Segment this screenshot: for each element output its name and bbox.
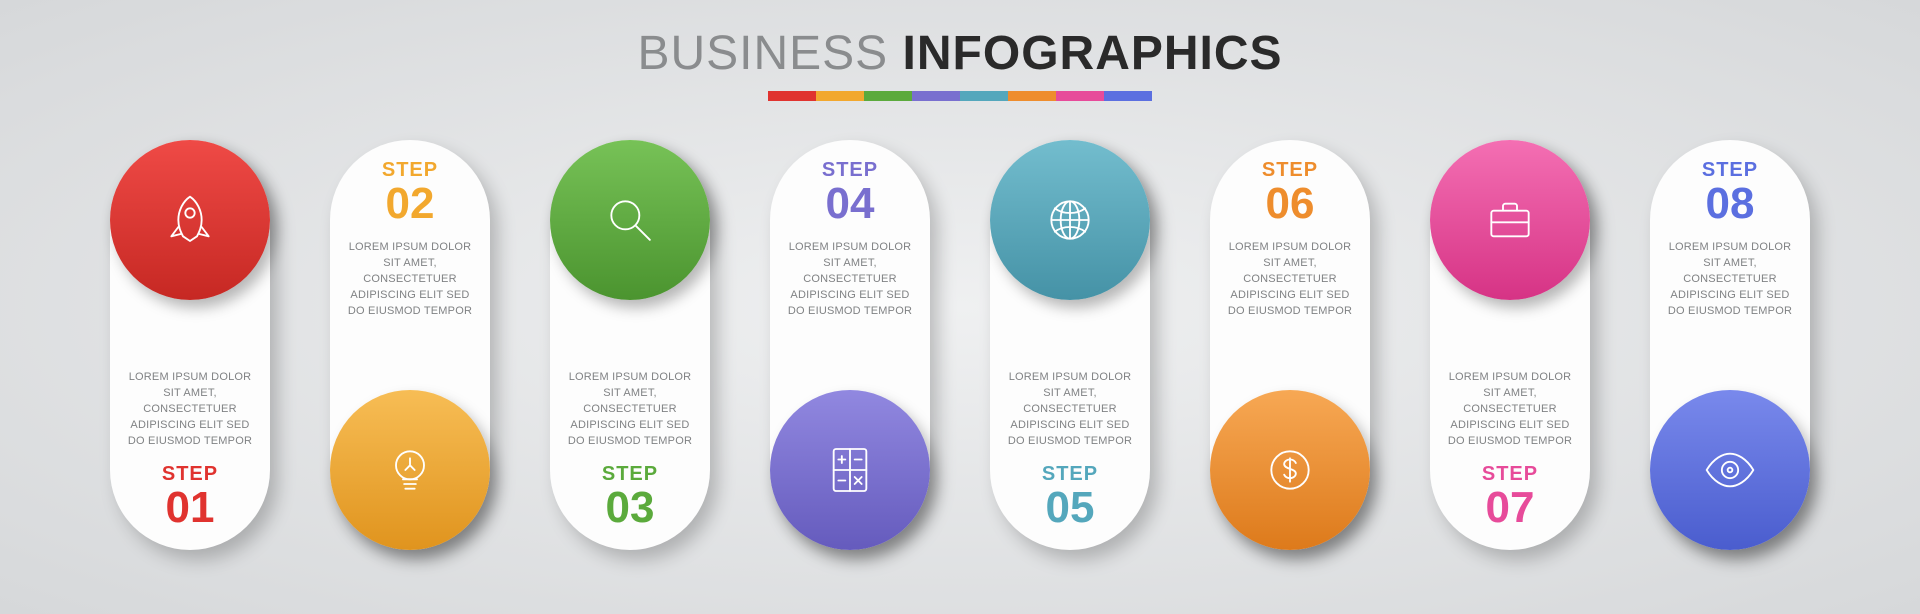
step-label: STEP [784, 160, 916, 180]
step-text-block: LOREM IPSUM DOLOR SIT AMET, CONSECTETUER… [990, 370, 1150, 530]
step-text-block: STEP06 LOREM IPSUM DOLOR SIT AMET, CONSEC… [1210, 160, 1370, 320]
step-text-block: LOREM IPSUM DOLOR SIT AMET, CONSECTETUER… [1430, 370, 1590, 530]
step-card: LOREM IPSUM DOLOR SIT AMET, CONSECTETUER… [1430, 140, 1590, 550]
step-card: STEP08 LOREM IPSUM DOLOR SIT AMET, CONSEC… [1650, 140, 1810, 550]
step-text-block: LOREM IPSUM DOLOR SIT AMET, CONSECTETUER… [110, 370, 270, 530]
globe-icon [1040, 190, 1100, 250]
color-bar-segment [768, 91, 816, 101]
header: BUSINESS INFOGRAPHICS [0, 0, 1920, 101]
step-description: LOREM IPSUM DOLOR SIT AMET, CONSECTETUER… [1224, 240, 1356, 320]
step-description: LOREM IPSUM DOLOR SIT AMET, CONSECTETUER… [344, 240, 476, 320]
title-bold: INFOGRAPHICS [903, 27, 1283, 80]
step-description: LOREM IPSUM DOLOR SIT AMET, CONSECTETUER… [1004, 370, 1136, 450]
rocket-icon [160, 190, 220, 250]
step-number: 08 [1664, 182, 1796, 226]
step-card: STEP04 LOREM IPSUM DOLOR SIT AMET, CONSEC… [770, 140, 930, 550]
color-bar-segment [912, 91, 960, 101]
step-number: 06 [1224, 182, 1356, 226]
step-number: 01 [124, 486, 256, 530]
step-circle [550, 140, 710, 300]
step-card: LOREM IPSUM DOLOR SIT AMET, CONSECTETUER… [550, 140, 710, 550]
color-bar-segment [1056, 91, 1104, 101]
step-text-block: STEP02 LOREM IPSUM DOLOR SIT AMET, CONSEC… [330, 160, 490, 320]
step-circle [990, 140, 1150, 300]
step-circle [1650, 390, 1810, 550]
color-bar-segment [1008, 91, 1056, 101]
step-circle [330, 390, 490, 550]
lightbulb-icon [380, 440, 440, 500]
step-number: 03 [564, 486, 696, 530]
color-bar-segment [1104, 91, 1152, 101]
title-light: BUSINESS [637, 27, 888, 80]
step-number: 02 [344, 182, 476, 226]
step-label: STEP [564, 464, 696, 484]
step-description: LOREM IPSUM DOLOR SIT AMET, CONSECTETUER… [784, 240, 916, 320]
step-label: STEP [124, 464, 256, 484]
step-description: LOREM IPSUM DOLOR SIT AMET, CONSECTETUER… [564, 370, 696, 450]
step-circle [770, 390, 930, 550]
step-description: LOREM IPSUM DOLOR SIT AMET, CONSECTETUER… [124, 370, 256, 450]
step-circle [110, 140, 270, 300]
dollar-icon [1260, 440, 1320, 500]
step-number: 05 [1004, 486, 1136, 530]
page-title: BUSINESS INFOGRAPHICS [0, 26, 1920, 81]
step-number: 07 [1444, 486, 1576, 530]
step-description: LOREM IPSUM DOLOR SIT AMET, CONSECTETUER… [1664, 240, 1796, 320]
magnifier-icon [600, 190, 660, 250]
color-bar [768, 91, 1152, 101]
step-label: STEP [1444, 464, 1576, 484]
step-circle [1430, 140, 1590, 300]
step-number: 04 [784, 182, 916, 226]
step-text-block: STEP08 LOREM IPSUM DOLOR SIT AMET, CONSEC… [1650, 160, 1810, 320]
step-description: LOREM IPSUM DOLOR SIT AMET, CONSECTETUER… [1444, 370, 1576, 450]
step-text-block: STEP04 LOREM IPSUM DOLOR SIT AMET, CONSEC… [770, 160, 930, 320]
step-text-block: LOREM IPSUM DOLOR SIT AMET, CONSECTETUER… [550, 370, 710, 530]
step-circle [1210, 390, 1370, 550]
color-bar-segment [960, 91, 1008, 101]
color-bar-segment [864, 91, 912, 101]
step-label: STEP [1004, 464, 1136, 484]
color-bar-segment [816, 91, 864, 101]
briefcase-icon [1480, 190, 1540, 250]
step-card: LOREM IPSUM DOLOR SIT AMET, CONSECTETUER… [110, 140, 270, 550]
step-label: STEP [344, 160, 476, 180]
step-label: STEP [1224, 160, 1356, 180]
step-card: LOREM IPSUM DOLOR SIT AMET, CONSECTETUER… [990, 140, 1150, 550]
step-card: STEP02 LOREM IPSUM DOLOR SIT AMET, CONSEC… [330, 140, 490, 550]
step-card: STEP06 LOREM IPSUM DOLOR SIT AMET, CONSEC… [1210, 140, 1370, 550]
calculator-icon [820, 440, 880, 500]
step-label: STEP [1664, 160, 1796, 180]
eye-icon [1700, 440, 1760, 500]
steps-row: LOREM IPSUM DOLOR SIT AMET, CONSECTETUER… [0, 140, 1920, 550]
